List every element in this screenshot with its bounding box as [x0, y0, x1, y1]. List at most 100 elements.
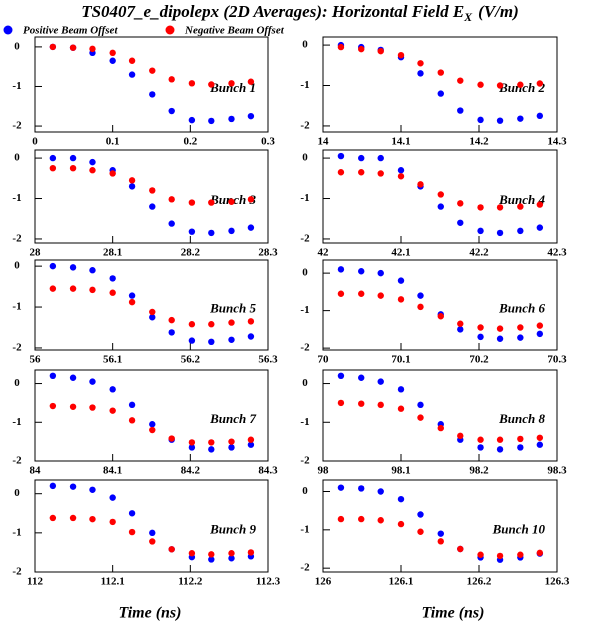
- data-point: [337, 372, 345, 380]
- x-tick-label: 0: [32, 136, 38, 148]
- x-tick-label: 14.2: [469, 136, 489, 148]
- data-point: [228, 227, 235, 235]
- data-point: [208, 117, 215, 125]
- data-point: [89, 158, 96, 166]
- data-point: [517, 444, 524, 451]
- data-point: [517, 324, 524, 331]
- data-point: [536, 330, 544, 338]
- data-point: [517, 435, 524, 443]
- data-point: [517, 115, 524, 122]
- data-point: [228, 438, 235, 445]
- data-point: [168, 76, 175, 83]
- data-point: [417, 414, 424, 421]
- data-point: [377, 378, 384, 385]
- panel-frame: [34, 259, 269, 351]
- data-point: [89, 404, 96, 411]
- data-point: [247, 441, 255, 448]
- data-point: [109, 49, 116, 57]
- data-point: [89, 45, 96, 53]
- y-tick-label: 0: [302, 377, 308, 389]
- panel-frame: [322, 259, 558, 351]
- legend-marker: [165, 25, 175, 35]
- x-tick-label: 56.1: [103, 354, 122, 366]
- x-tick-label: 42: [318, 247, 330, 259]
- data-point: [168, 546, 175, 553]
- data-point: [457, 107, 464, 114]
- data-point: [358, 515, 365, 523]
- data-point: [417, 60, 424, 67]
- data-point: [477, 333, 484, 341]
- data-point: [457, 432, 464, 440]
- y-tick-label: -1: [300, 304, 309, 316]
- x-tick-label: 28.2: [181, 247, 201, 259]
- data-point: [208, 446, 215, 453]
- data-point: [188, 80, 196, 87]
- data-point: [247, 333, 255, 340]
- y-tick-label: -2: [12, 341, 22, 353]
- data-point: [417, 292, 424, 299]
- data-point: [417, 303, 424, 311]
- panel-frame: [322, 369, 558, 462]
- data-point: [149, 308, 156, 316]
- data-point: [377, 170, 384, 177]
- title-unit: (V/m): [478, 2, 519, 21]
- y-tick-label: -1: [12, 526, 21, 538]
- y-tick-label: 0: [14, 260, 20, 272]
- data-point: [109, 57, 116, 64]
- data-point: [89, 378, 96, 385]
- data-point: [228, 115, 235, 123]
- panel-frame: [34, 36, 269, 133]
- data-point: [89, 286, 96, 294]
- data-point: [208, 338, 215, 346]
- panel-annotation: Bunch 8: [498, 411, 545, 426]
- y-tick-label: -2: [300, 455, 310, 467]
- data-point: [128, 401, 136, 409]
- data-point: [128, 183, 136, 190]
- data-point: [496, 335, 504, 342]
- panel-frame: [34, 149, 269, 244]
- y-tick-label: 0: [302, 267, 308, 279]
- data-point: [417, 528, 424, 535]
- data-point: [188, 321, 196, 328]
- data-point: [69, 483, 77, 490]
- data-point: [247, 196, 255, 203]
- data-point: [49, 285, 57, 292]
- y-tick-label: -1: [12, 301, 21, 313]
- data-point: [89, 486, 96, 493]
- data-point: [397, 386, 405, 393]
- data-point: [69, 403, 77, 410]
- data-point: [247, 318, 255, 325]
- data-point: [168, 435, 175, 442]
- panel-annotation: Bunch 5: [209, 300, 256, 315]
- data-point: [128, 71, 136, 78]
- data-point: [397, 51, 405, 59]
- data-point: [109, 518, 116, 526]
- y-tick-label: 0: [302, 152, 308, 164]
- data-point: [496, 117, 504, 124]
- data-point: [168, 107, 175, 115]
- data-point: [149, 187, 156, 194]
- data-point: [337, 484, 345, 491]
- data-point: [337, 152, 345, 160]
- data-point: [69, 154, 77, 162]
- data-point: [417, 181, 424, 188]
- data-point: [358, 169, 365, 176]
- x-tick-label: 56.3: [258, 354, 278, 366]
- panel-frame: [322, 149, 558, 244]
- y-tick-label: -2: [300, 342, 310, 354]
- data-point: [517, 334, 524, 341]
- x-tick-label: 28.3: [258, 247, 278, 259]
- data-point: [496, 552, 504, 560]
- data-point: [517, 203, 524, 210]
- x-tick-label: 126.3: [545, 576, 570, 588]
- x-tick-label: 112.3: [256, 576, 281, 588]
- data-point: [208, 439, 215, 446]
- panel-frame: [322, 36, 558, 133]
- data-point: [149, 314, 156, 321]
- y-tick-label: -2: [300, 232, 310, 244]
- data-point: [247, 549, 255, 556]
- data-point: [69, 374, 77, 381]
- x-tick-label: 70: [318, 354, 330, 366]
- y-tick-label: 0: [14, 152, 20, 164]
